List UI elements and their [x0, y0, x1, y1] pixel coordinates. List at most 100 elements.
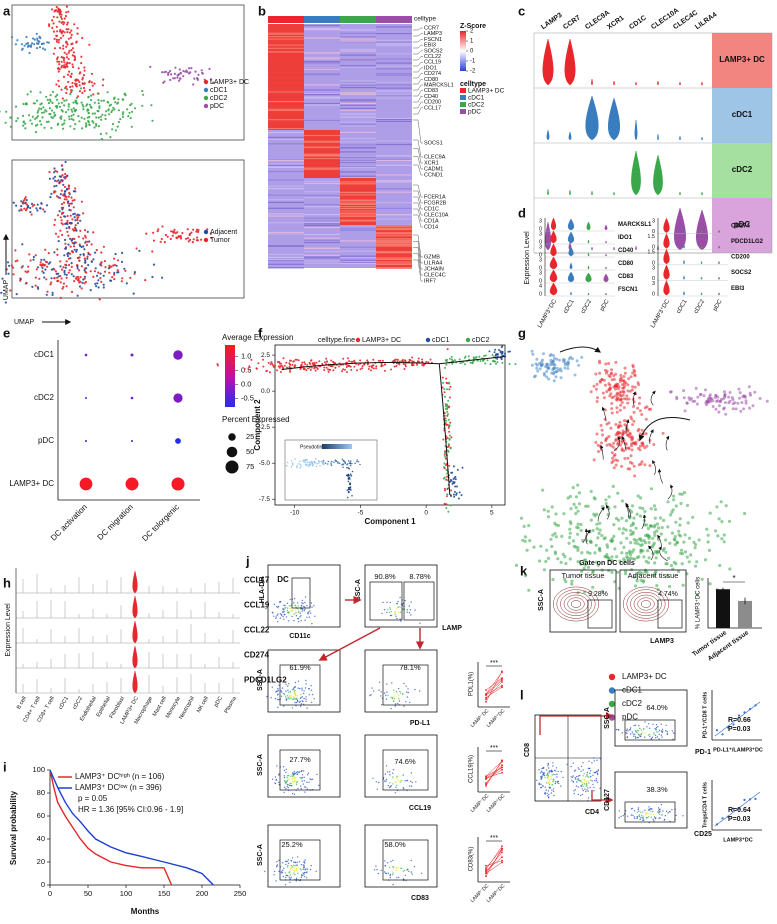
cell-dot — [443, 412, 446, 415]
violin — [696, 209, 708, 251]
cell-dot — [325, 366, 328, 369]
event-dot — [304, 601, 306, 604]
event-dot — [305, 679, 307, 682]
axis-label: PD-1 — [695, 749, 711, 756]
event-dot — [394, 792, 396, 794]
heatmap-cell — [376, 259, 412, 260]
gene-label: CLEC4C — [424, 272, 446, 278]
cell-dot — [576, 591, 580, 595]
cell-dot — [539, 544, 543, 548]
event-dot — [299, 705, 302, 707]
event-dot — [385, 698, 388, 700]
legend-title: celltype — [414, 16, 436, 23]
event-dot — [546, 769, 548, 771]
violin — [613, 246, 615, 251]
cell-dot — [537, 559, 542, 563]
cell-dot — [315, 361, 318, 364]
cell-dot — [368, 365, 371, 368]
cell-dot — [596, 563, 600, 567]
cell-dot — [579, 562, 583, 566]
event-dot — [596, 771, 599, 773]
cell-dot — [64, 172, 67, 176]
event-dot — [637, 807, 640, 809]
cell-dot — [210, 236, 213, 240]
cell-dot — [319, 465, 321, 467]
event-dot — [547, 790, 550, 792]
y-tick-label: -2.5 — [259, 424, 271, 431]
cell-dot — [64, 111, 68, 114]
cell-dot — [78, 269, 81, 272]
event-dot — [659, 810, 661, 813]
cell-dot — [83, 89, 86, 93]
cell-dot — [623, 384, 627, 388]
event-dot — [403, 869, 406, 872]
cell-dot — [267, 361, 270, 364]
event-dot — [573, 792, 575, 795]
cell-dot — [52, 52, 56, 55]
y-tick-label: 60 — [37, 811, 45, 820]
cell-dot — [103, 270, 107, 273]
event-dot — [391, 696, 394, 699]
cell-dot — [626, 456, 630, 460]
cell-dot — [621, 383, 624, 387]
event-dot — [390, 707, 392, 710]
cell-dot — [558, 358, 561, 362]
event-dot — [295, 783, 298, 786]
cell-dot — [84, 280, 87, 284]
cell-dot — [312, 463, 314, 466]
cell-dot — [67, 202, 70, 205]
event-dot — [672, 732, 675, 734]
cell-dot — [133, 272, 136, 275]
event-dot — [660, 803, 663, 806]
x-tick-label: DC activation — [49, 503, 89, 543]
event-dot — [648, 816, 650, 818]
event-dot — [286, 866, 289, 868]
cell-dot — [610, 411, 614, 415]
cell-dot — [95, 285, 98, 288]
cell-dot — [662, 518, 666, 523]
event-dot — [407, 691, 409, 694]
cell-dot — [149, 65, 152, 68]
cell-dot — [72, 51, 75, 54]
cell-dot — [65, 99, 68, 102]
cell-dot — [62, 266, 65, 269]
cell-dot — [674, 504, 678, 508]
event-dot — [387, 872, 389, 874]
cell-dot — [14, 105, 18, 108]
cell-dot — [609, 444, 613, 448]
cell-dot — [47, 23, 51, 26]
cell-dot — [163, 241, 166, 244]
heatmap-cell — [340, 59, 376, 61]
cell-dot — [130, 102, 133, 105]
heatmap-cell — [340, 104, 376, 106]
cell-dot — [14, 43, 17, 46]
cell-dot — [303, 361, 306, 364]
cell-dot — [693, 399, 697, 403]
cell-dot — [315, 366, 318, 369]
cell-dot — [673, 538, 677, 542]
cell-dot — [532, 545, 536, 549]
heatmap-cell — [340, 206, 376, 208]
cell-dot — [53, 276, 56, 280]
cell-dot — [63, 17, 66, 20]
cell-dot — [64, 176, 67, 179]
cell-dot — [38, 46, 42, 49]
heatmap-cell — [268, 260, 304, 262]
cell-dot — [76, 294, 79, 297]
legend-label: pDC — [622, 713, 638, 722]
cell-dot — [619, 373, 623, 377]
gene-label: EBI3 — [731, 286, 745, 292]
event-dot — [311, 778, 314, 780]
cell-dot — [359, 359, 362, 362]
cell-dot — [89, 289, 92, 292]
cell-dot — [66, 219, 69, 222]
heatmap-cell — [268, 131, 304, 133]
event-dot — [663, 819, 665, 821]
event-dot — [310, 612, 312, 614]
cell-dot — [455, 493, 458, 496]
cell-dot — [561, 552, 565, 557]
event-dot — [394, 781, 397, 784]
heatmap-cell — [268, 231, 304, 234]
event-dot — [665, 730, 667, 732]
cell-dot — [357, 363, 360, 366]
